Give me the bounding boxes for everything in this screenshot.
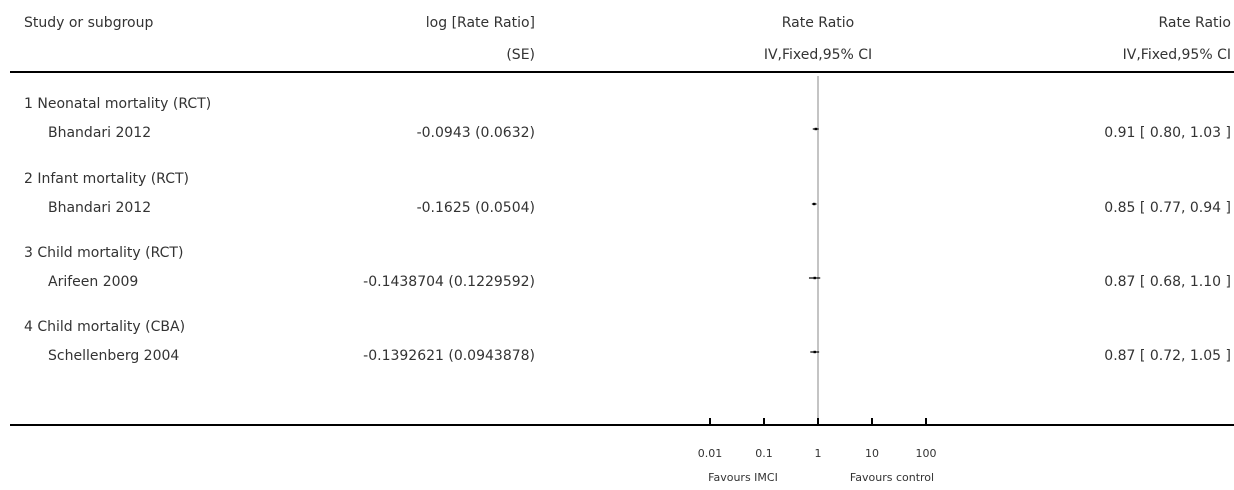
- log-rate-ratio-se: -0.1438704 (0.1229592): [363, 274, 535, 290]
- axis-tick-label: 0.01: [697, 447, 723, 460]
- header-se: (SE): [506, 47, 535, 63]
- log-rate-ratio-se: -0.1392621 (0.0943878): [363, 348, 535, 364]
- rate-ratio-ci: 0.87 [ 0.68, 1.10 ]: [1104, 274, 1231, 290]
- axis-tick-label: 10: [865, 447, 879, 460]
- point-estimate-marker: [812, 202, 816, 206]
- header-rate-ratio-forest: Rate Ratio: [781, 15, 855, 31]
- log-rate-ratio-se: -0.0943 (0.0632): [416, 125, 535, 141]
- header-study-or-subgroup: Study or subgroup: [24, 15, 154, 31]
- axis-tick-label: 1: [814, 447, 822, 460]
- axis-tick-label: 0.1: [755, 447, 773, 460]
- subgroup-title: 2 Infant mortality (RCT): [24, 171, 189, 187]
- point-estimate-marker: [813, 276, 816, 280]
- header-rate-ratio: Rate Ratio: [1158, 15, 1232, 31]
- header-ci-method: IV,Fixed,95% CI: [1122, 47, 1231, 63]
- point-estimate-marker: [813, 350, 816, 354]
- header-log-rate-ratio: log [Rate Ratio]: [425, 15, 535, 31]
- rate-ratio-ci: 0.85 [ 0.77, 0.94 ]: [1104, 200, 1231, 216]
- study-label: Schellenberg 2004: [48, 348, 180, 364]
- point-estimate-marker: [814, 127, 817, 131]
- header-ci-method-forest: IV,Fixed,95% CI: [763, 47, 873, 63]
- subgroup-title: 4 Child mortality (CBA): [24, 319, 186, 335]
- axis-tick-label: 100: [915, 447, 937, 460]
- favours-right-label: Favours control: [849, 471, 935, 484]
- study-label: Arifeen 2009: [48, 274, 139, 290]
- subgroup-title: 3 Child mortality (RCT): [24, 245, 184, 261]
- subgroup-title: 1 Neonatal mortality (RCT): [24, 96, 212, 112]
- rate-ratio-ci: 0.91 [ 0.80, 1.03 ]: [1104, 125, 1231, 141]
- study-label: Bhandari 2012: [48, 200, 152, 216]
- study-label: Bhandari 2012: [48, 125, 152, 141]
- rate-ratio-ci: 0.87 [ 0.72, 1.05 ]: [1104, 348, 1231, 364]
- favours-left-label: Favours IMCI: [708, 471, 778, 484]
- log-rate-ratio-se: -0.1625 (0.0504): [416, 200, 535, 216]
